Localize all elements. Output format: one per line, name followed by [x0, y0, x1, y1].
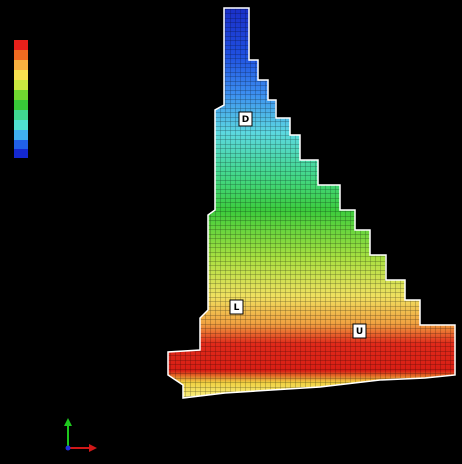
marker-label: D — [242, 115, 249, 125]
legend-swatch — [14, 140, 28, 149]
marker-label: L — [234, 303, 240, 313]
legend-swatch — [14, 100, 28, 110]
legend-swatch — [14, 90, 28, 100]
legend-swatch — [14, 80, 28, 90]
marker-box — [238, 111, 253, 127]
legend-swatch — [14, 60, 28, 70]
marker-l: L — [229, 299, 244, 315]
marker-label: U — [356, 327, 363, 337]
axis-triad — [64, 418, 97, 452]
color-legend — [14, 40, 28, 158]
legend-swatch — [14, 149, 28, 158]
legend-swatch — [14, 40, 28, 50]
z-axis-dot — [65, 445, 71, 451]
legend-swatch — [14, 110, 28, 120]
legend-swatch — [14, 130, 28, 140]
marker-d: D — [238, 111, 253, 127]
y-axis-head — [64, 418, 72, 426]
legend-swatch — [14, 70, 28, 80]
mesh-grid — [168, 8, 455, 398]
legend-swatch — [14, 50, 28, 60]
x-axis-head — [89, 444, 97, 452]
marker-u: U — [352, 323, 367, 339]
mesh-body — [167, 7, 456, 399]
marker-box — [229, 299, 244, 315]
marker-box — [352, 323, 367, 339]
legend-swatch — [14, 120, 28, 130]
